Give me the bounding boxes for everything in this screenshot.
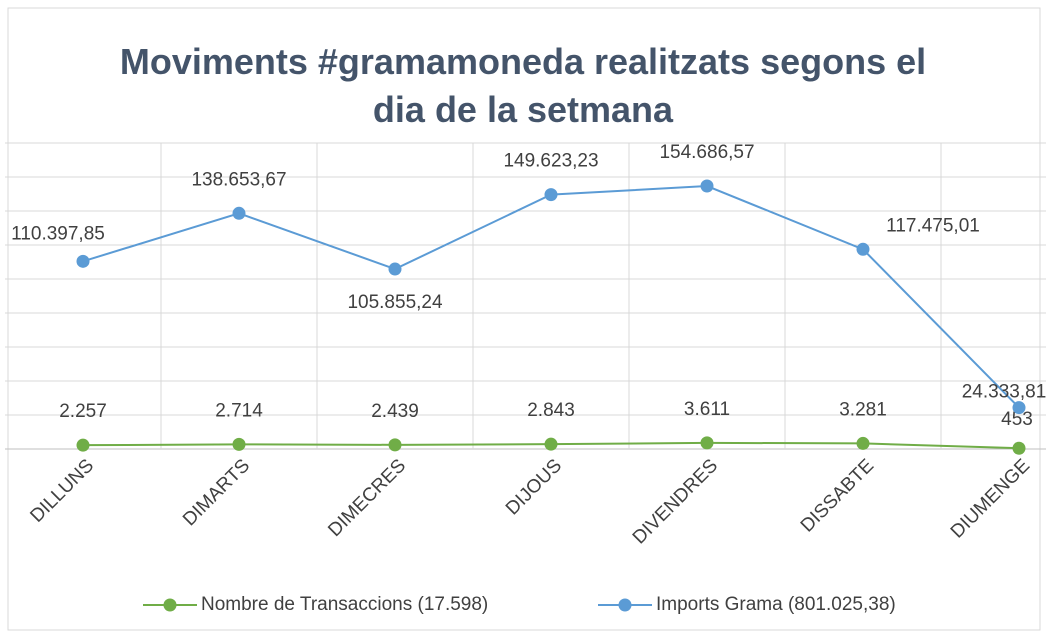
data-point <box>856 436 870 450</box>
legend-marker <box>618 598 632 612</box>
data-label: 453 <box>1001 409 1033 430</box>
data-label: 3.281 <box>839 399 887 420</box>
legend-marker <box>163 598 177 612</box>
data-label: 117.475,01 <box>886 215 980 236</box>
data-label: 105.855,24 <box>347 292 443 313</box>
data-point <box>700 179 714 193</box>
data-point <box>544 437 558 451</box>
data-point <box>76 438 90 452</box>
legend-label: Imports Grama (801.025,38) <box>656 594 896 615</box>
data-label: 2.843 <box>527 400 575 421</box>
data-point <box>544 188 558 202</box>
data-point <box>388 438 402 452</box>
data-label: 138.653,67 <box>191 169 286 190</box>
chart-title: Moviments #gramamoneda realitzats segons… <box>119 41 927 130</box>
data-label: 149.623,23 <box>503 151 598 172</box>
data-label: 24.333,81 <box>962 382 1046 403</box>
data-label: 2.439 <box>371 401 419 422</box>
data-point <box>388 262 402 276</box>
data-point <box>1012 401 1026 415</box>
data-point <box>856 242 870 256</box>
data-point <box>232 437 246 451</box>
data-label: 2.257 <box>59 401 107 422</box>
data-point <box>232 206 246 220</box>
data-label: 154.686,57 <box>659 142 754 163</box>
data-point <box>76 254 90 268</box>
legend-label: Nombre de Transaccions (17.598) <box>201 594 488 615</box>
data-point <box>700 436 714 450</box>
chart-border <box>7 7 1041 631</box>
data-label: 110.397,85 <box>11 223 105 244</box>
data-point <box>1012 441 1026 455</box>
data-label: 2.714 <box>215 400 263 421</box>
data-label: 3.611 <box>684 399 730 420</box>
